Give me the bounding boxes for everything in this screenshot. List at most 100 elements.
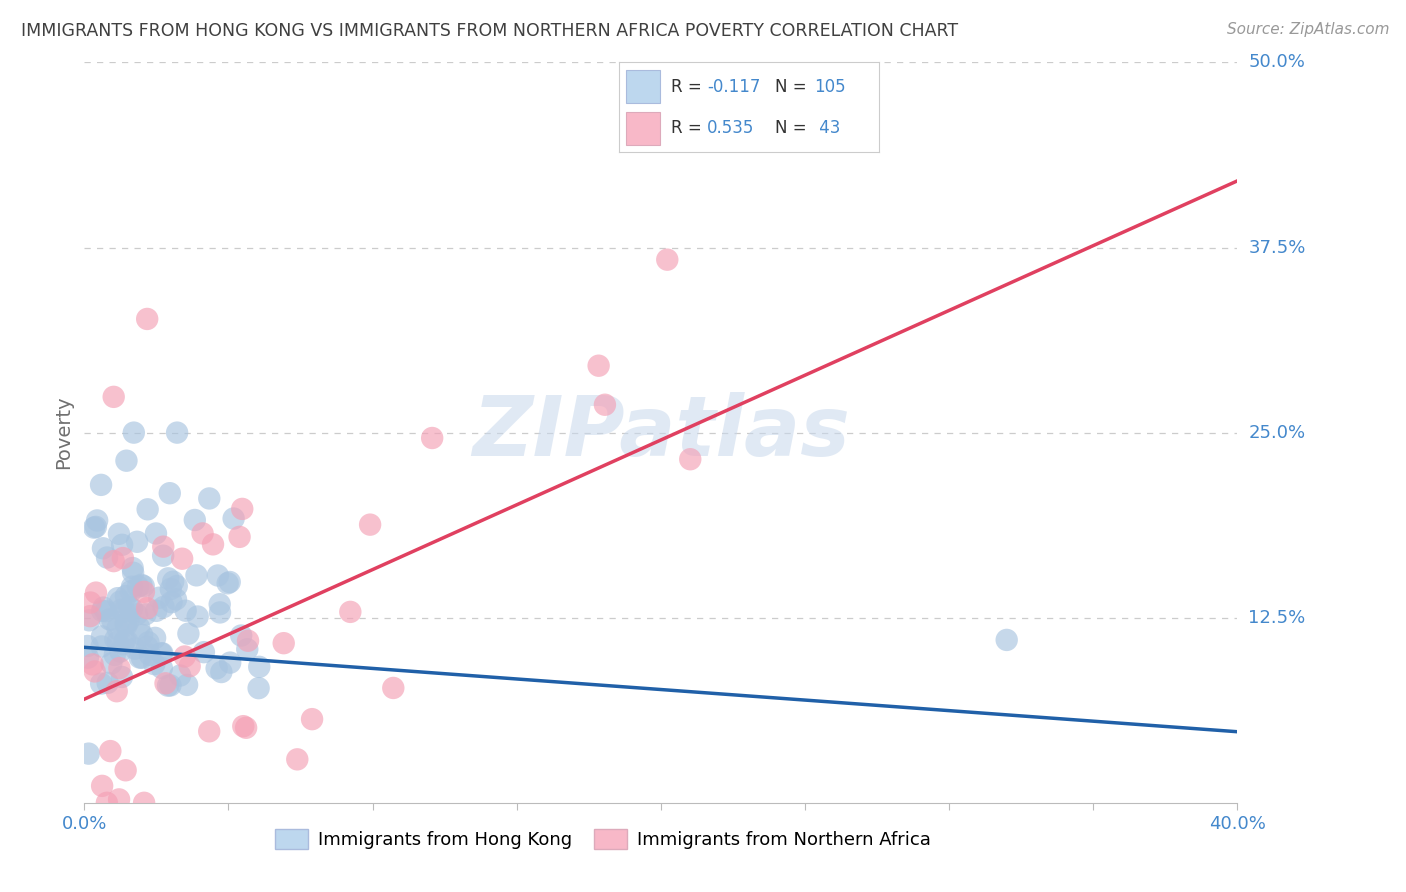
Point xyxy=(114,633,136,648)
Point xyxy=(120,584,142,599)
Text: 50.0%: 50.0% xyxy=(1249,54,1305,71)
Point xyxy=(121,580,143,594)
Text: 105: 105 xyxy=(814,78,845,95)
Point xyxy=(136,601,159,615)
Point xyxy=(84,520,107,534)
Point xyxy=(165,592,187,607)
Point xyxy=(111,637,134,651)
Point xyxy=(157,679,180,693)
Text: 43: 43 xyxy=(814,120,841,137)
Point xyxy=(114,616,136,631)
Point xyxy=(91,604,114,618)
Point xyxy=(193,645,215,659)
Point xyxy=(108,792,131,806)
Point xyxy=(121,561,143,575)
Bar xyxy=(627,112,661,145)
Point xyxy=(96,796,118,810)
Point xyxy=(236,642,259,657)
Point xyxy=(98,744,121,758)
Point xyxy=(177,626,200,640)
Point xyxy=(103,390,125,404)
Text: R =: R = xyxy=(671,120,707,137)
Point xyxy=(131,578,153,592)
Point xyxy=(115,589,138,603)
Text: 37.5%: 37.5% xyxy=(1249,238,1306,257)
Point xyxy=(77,650,100,665)
Point xyxy=(208,597,231,611)
Point xyxy=(128,620,150,634)
Point xyxy=(91,779,114,793)
Point xyxy=(127,534,149,549)
Point xyxy=(83,665,105,679)
Point xyxy=(150,646,173,660)
Point xyxy=(90,676,112,690)
Text: Source: ZipAtlas.com: Source: ZipAtlas.com xyxy=(1226,22,1389,37)
Point xyxy=(136,502,159,516)
Point xyxy=(132,579,155,593)
Point xyxy=(145,604,167,618)
Text: N =: N = xyxy=(775,78,811,95)
Point xyxy=(160,595,183,609)
Point xyxy=(101,613,124,627)
Point xyxy=(124,641,146,656)
Point xyxy=(152,599,174,614)
Point xyxy=(108,526,131,541)
Point xyxy=(166,579,188,593)
Point xyxy=(173,649,195,664)
Point xyxy=(159,582,181,596)
Text: -0.117: -0.117 xyxy=(707,78,761,95)
Point xyxy=(162,574,184,589)
Point xyxy=(202,537,225,551)
Point xyxy=(121,601,143,615)
Point xyxy=(91,541,114,556)
Point xyxy=(111,551,134,566)
Point xyxy=(169,668,191,682)
Point xyxy=(217,576,239,591)
Text: N =: N = xyxy=(775,120,811,137)
Point xyxy=(187,609,209,624)
Point xyxy=(132,796,155,810)
Text: 25.0%: 25.0% xyxy=(1249,424,1306,442)
Point xyxy=(172,551,194,566)
Point xyxy=(111,670,134,684)
Point xyxy=(104,648,127,662)
Point xyxy=(84,585,107,599)
Point xyxy=(118,600,141,615)
Point xyxy=(134,607,156,622)
Point xyxy=(110,594,132,608)
Point xyxy=(152,549,174,563)
Point xyxy=(127,580,149,594)
Point xyxy=(208,606,231,620)
Legend: Immigrants from Hong Kong, Immigrants from Northern Africa: Immigrants from Hong Kong, Immigrants fr… xyxy=(267,822,939,856)
Point xyxy=(420,431,443,445)
Text: IMMIGRANTS FROM HONG KONG VS IMMIGRANTS FROM NORTHERN AFRICA POVERTY CORRELATION: IMMIGRANTS FROM HONG KONG VS IMMIGRANTS … xyxy=(21,22,959,40)
Point xyxy=(76,639,98,653)
Point xyxy=(131,628,153,642)
Point xyxy=(198,491,221,506)
Point xyxy=(122,425,145,440)
Point xyxy=(593,398,616,412)
Point xyxy=(93,600,115,615)
Point xyxy=(235,721,257,735)
Point xyxy=(115,453,138,467)
Point xyxy=(117,634,139,648)
Point xyxy=(132,584,155,599)
Point xyxy=(131,650,153,665)
Point xyxy=(247,660,270,674)
Point xyxy=(90,640,112,654)
Y-axis label: Poverty: Poverty xyxy=(55,396,73,469)
Point xyxy=(103,554,125,568)
Point xyxy=(107,621,129,635)
Point xyxy=(86,513,108,527)
Point xyxy=(339,605,361,619)
Point xyxy=(83,521,105,535)
Point xyxy=(97,676,120,690)
Point xyxy=(236,633,259,648)
Point xyxy=(155,676,177,690)
Point xyxy=(150,647,173,661)
Point xyxy=(247,681,270,695)
Point xyxy=(301,712,323,726)
Point xyxy=(207,568,229,582)
Point xyxy=(77,747,100,761)
Point xyxy=(382,681,405,695)
